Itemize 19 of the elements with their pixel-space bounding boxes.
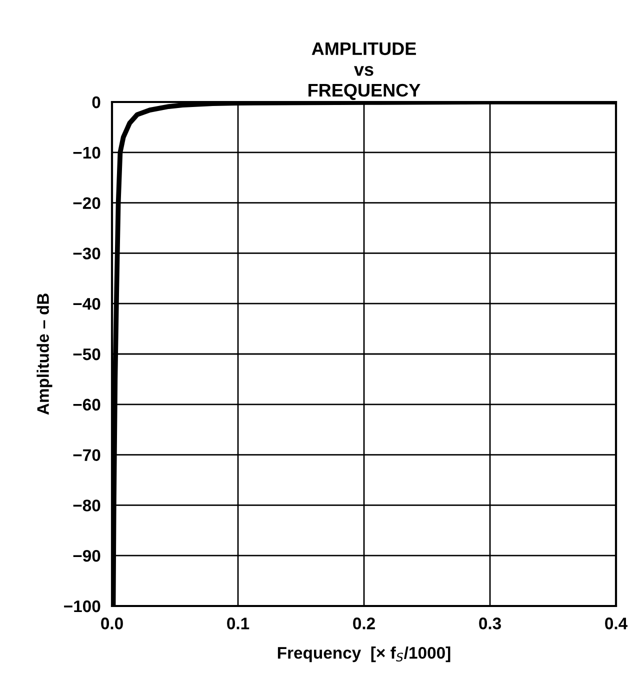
y-axis-title: Amplitude – dB bbox=[36, 294, 52, 415]
y-tick-label: −30 bbox=[73, 248, 100, 260]
x-tick-label: 0.3 bbox=[479, 618, 501, 630]
y-tick-label: −70 bbox=[73, 449, 100, 462]
x-axis-title: Frequency [× f$_{S}$/1000] bbox=[278, 646, 450, 662]
x-tick-label: 0.4 bbox=[605, 618, 628, 630]
y-tick-label: −80 bbox=[73, 500, 100, 512]
y-tick-label: −50 bbox=[73, 348, 100, 360]
chart-title: AMPLITUDE vs FREQUENCY bbox=[308, 42, 420, 100]
y-tick-label: −100 bbox=[64, 600, 100, 612]
y-tick-label: −90 bbox=[73, 550, 100, 562]
y-tick-label: −10 bbox=[73, 146, 100, 159]
x-tick-label: 0.1 bbox=[227, 618, 250, 630]
y-tick-label: 0 bbox=[92, 96, 100, 108]
y-tick-label: −60 bbox=[73, 398, 100, 411]
y-tick-label: −20 bbox=[73, 197, 100, 210]
y-tick-label: −40 bbox=[73, 298, 100, 310]
x-tick-label: 0.2 bbox=[353, 618, 375, 630]
x-tick-label: 0.0 bbox=[101, 618, 123, 630]
